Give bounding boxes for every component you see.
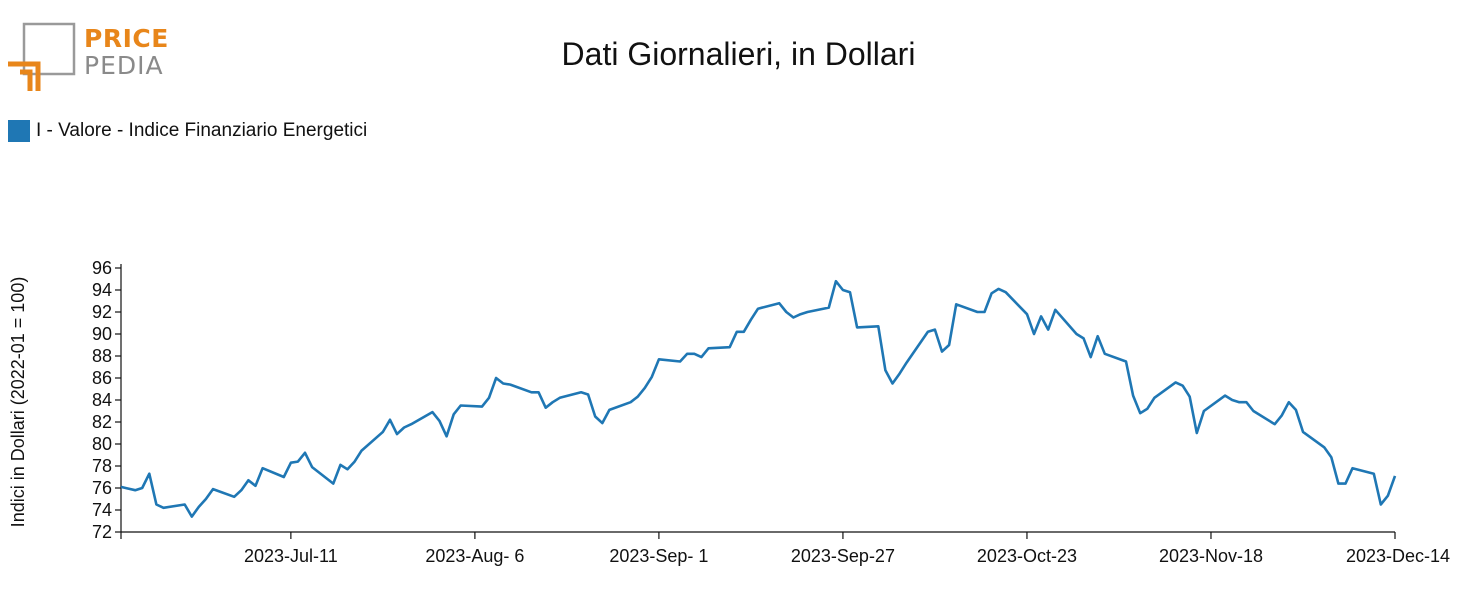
x-tick-label: 2023-Dec-14 bbox=[1346, 546, 1450, 566]
y-tick-label: 86 bbox=[92, 368, 112, 388]
series-layer bbox=[120, 279, 1397, 518]
y-tick-label: 92 bbox=[92, 302, 112, 322]
x-tick-label: 2023-Oct-23 bbox=[977, 546, 1077, 566]
chart-legend: I - Valore - Indice Finanziario Energeti… bbox=[8, 120, 367, 142]
series-line-0 bbox=[120, 279, 1397, 518]
pricepedia-logo: PRICE PEDIA bbox=[6, 20, 169, 95]
y-axis-label: Indici in Dollari (2022-01 = 100) bbox=[8, 277, 28, 528]
x-axis: 2023-Jul-11 2023-Aug- 6 2023-Sep- 1 2023-Se… bbox=[120, 531, 1450, 566]
x-tick-label: 2023-Sep-27 bbox=[791, 546, 895, 566]
x-tick-label: 2023-Sep- 1 bbox=[609, 546, 708, 566]
legend-swatch bbox=[8, 120, 30, 142]
y-tick-label: 72 bbox=[92, 522, 112, 542]
chart-title: Dati Giornalieri, in Dollari bbox=[561, 36, 916, 72]
x-tick-label: 2023-Nov-18 bbox=[1159, 546, 1263, 566]
y-tick-label: 88 bbox=[92, 346, 112, 366]
y-tick-label: 96 bbox=[92, 258, 112, 278]
logo-word-price: PRICE bbox=[84, 24, 169, 53]
y-tick-label: 74 bbox=[92, 500, 112, 520]
legend-label: I - Valore - Indice Finanziario Energeti… bbox=[36, 120, 368, 141]
y-tick-label: 94 bbox=[92, 280, 112, 300]
y-tick-label: 76 bbox=[92, 478, 112, 498]
x-tick-label: 2023-Aug- 6 bbox=[425, 546, 524, 566]
y-tick-label: 80 bbox=[92, 434, 112, 454]
y-tick-label: 84 bbox=[92, 390, 112, 410]
y-tick-label: 82 bbox=[92, 412, 112, 432]
logo-word-pedia: PEDIA bbox=[84, 51, 164, 80]
y-tick-label: 90 bbox=[92, 324, 112, 344]
logo-mark-icon bbox=[8, 22, 76, 91]
y-tick-label: 78 bbox=[92, 456, 112, 476]
x-tick-label: 2023-Jul-11 bbox=[244, 546, 338, 566]
